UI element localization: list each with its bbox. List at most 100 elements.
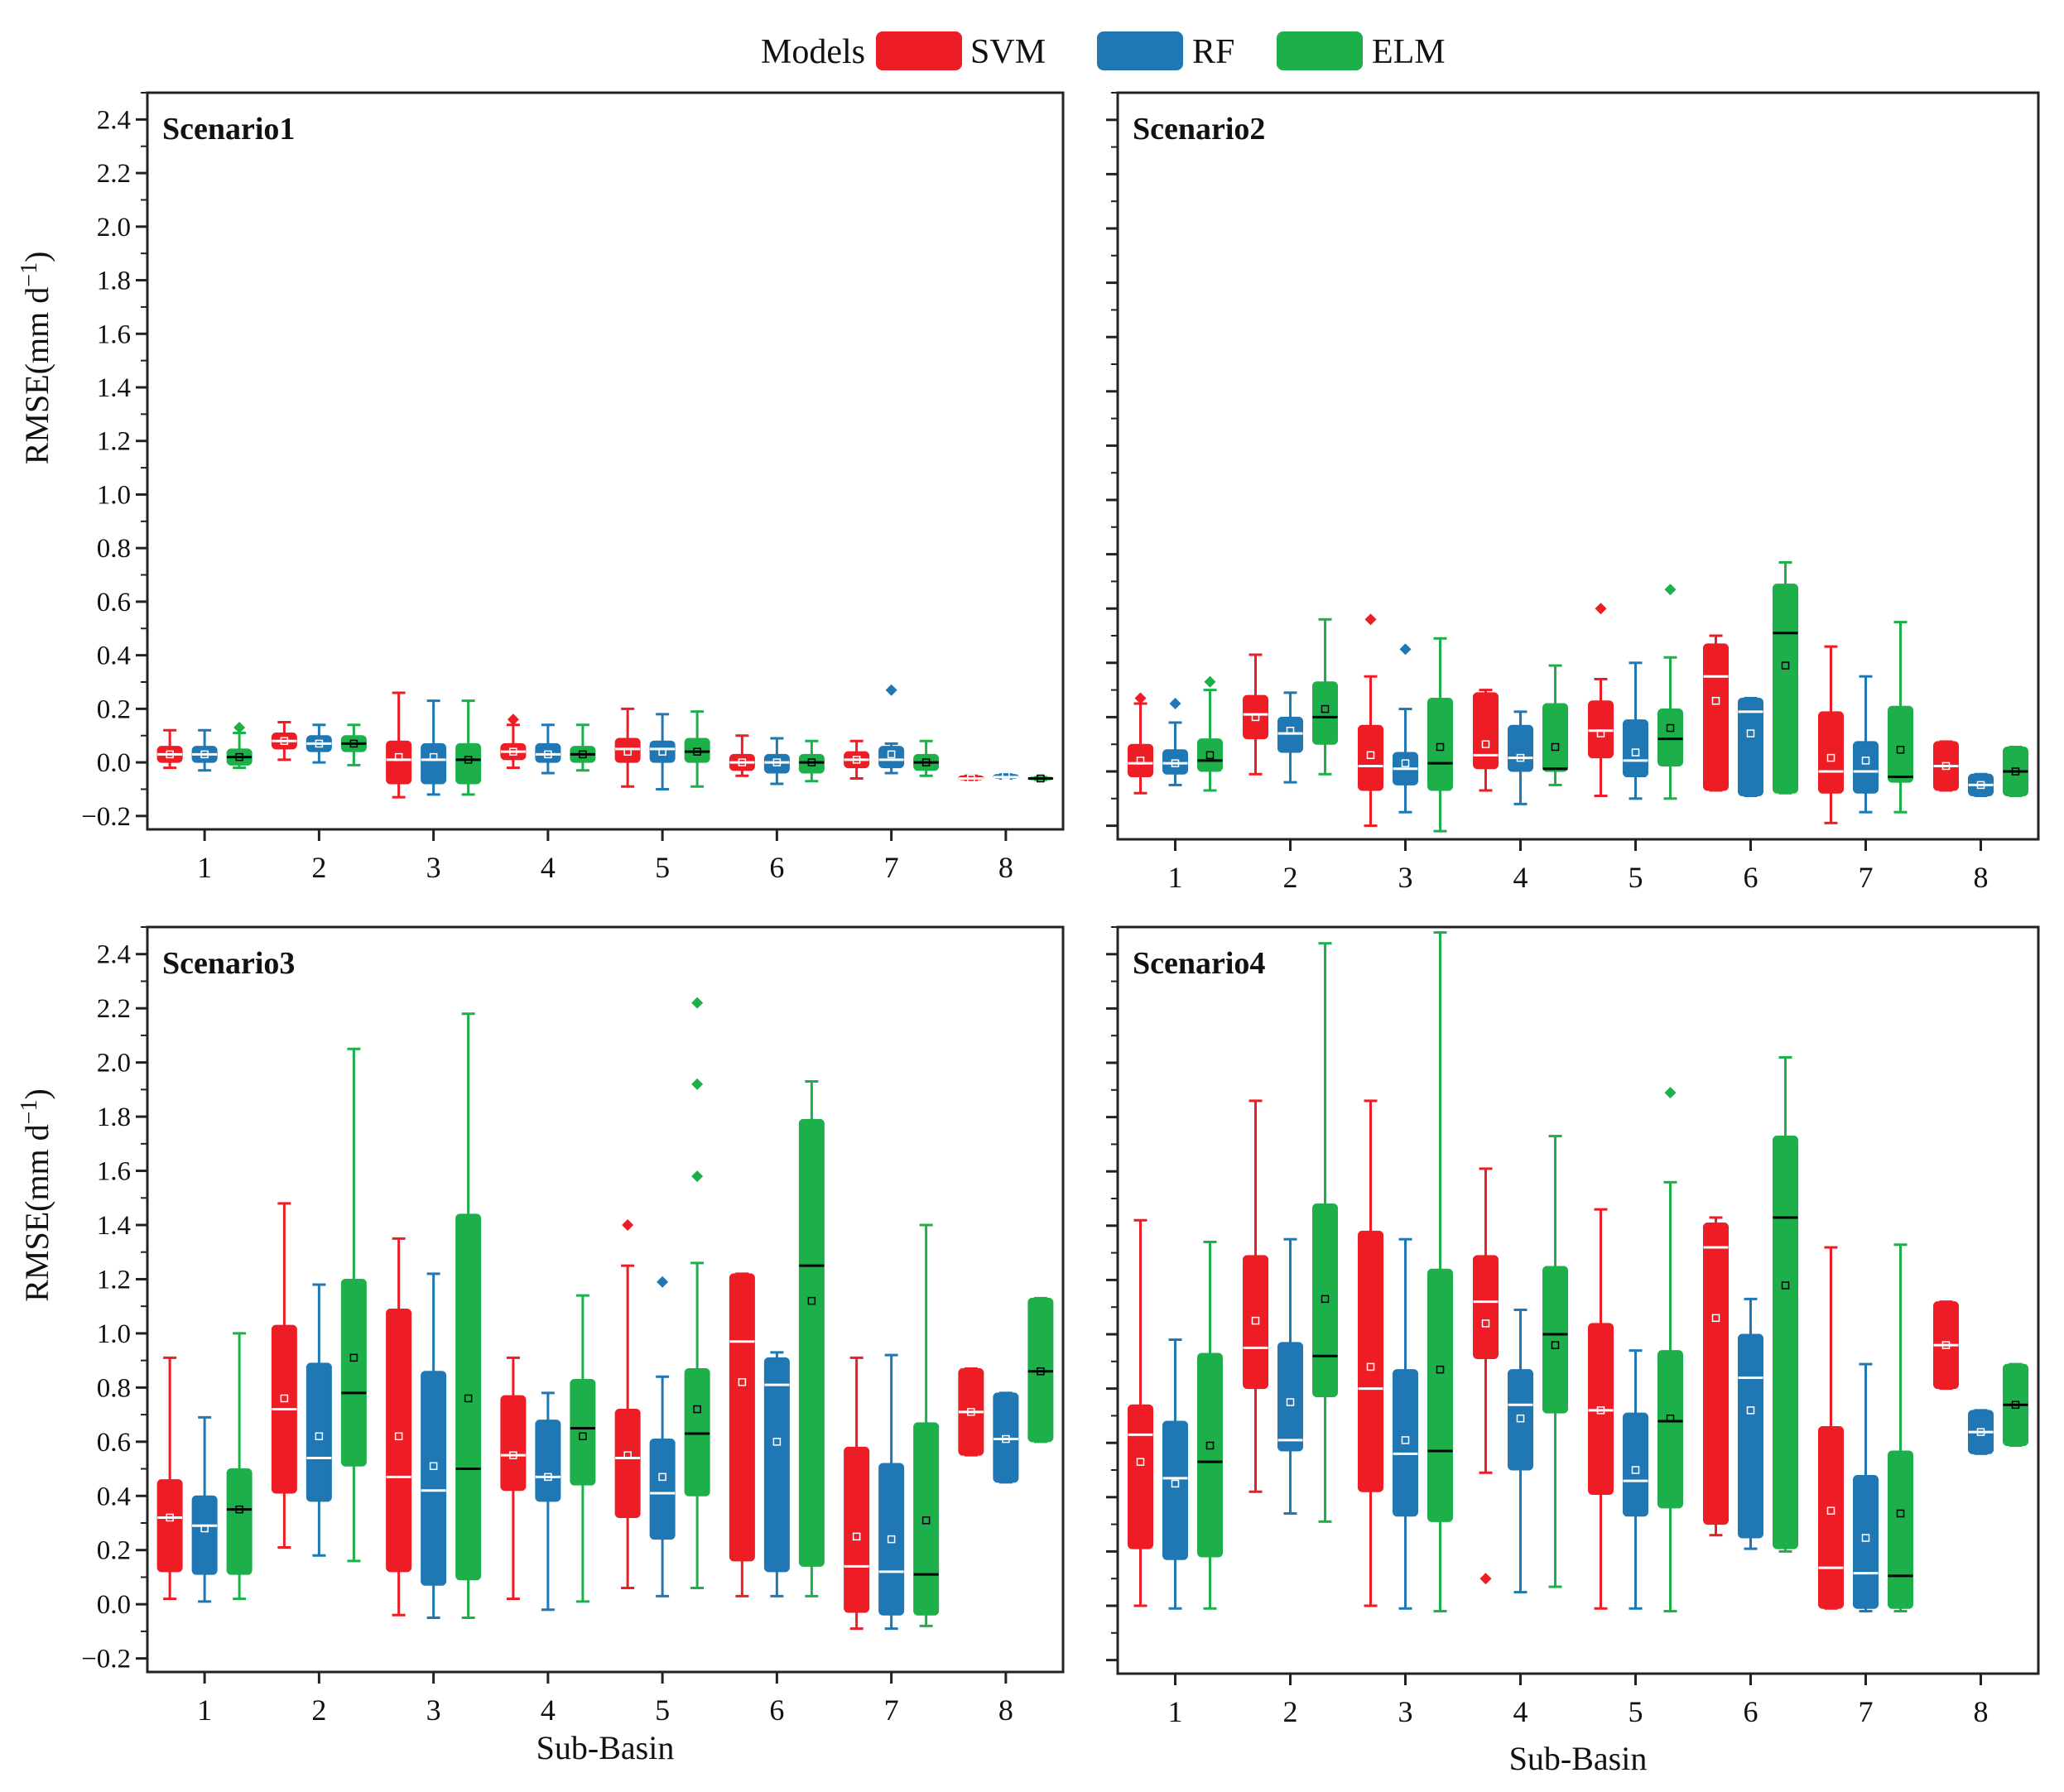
outlier-point	[1595, 603, 1607, 615]
box-body	[386, 1308, 412, 1573]
box-rf-3	[1393, 643, 1418, 814]
y-tick-label: 2.2	[97, 159, 131, 189]
box-rf-8	[1968, 1409, 1994, 1455]
mean-marker	[1551, 1341, 1560, 1349]
mean-marker	[579, 750, 587, 759]
box-body	[1853, 1475, 1879, 1609]
outlier-point	[622, 1219, 634, 1231]
box-rf-1	[1162, 1338, 1188, 1610]
outlier-point	[233, 722, 246, 734]
box-body	[649, 740, 676, 763]
mean-marker	[1481, 1319, 1490, 1328]
mean-marker	[1941, 1341, 1951, 1349]
x-tick-label: 8	[1974, 1695, 1989, 1728]
box-elm-1	[226, 1332, 253, 1601]
box-rf-4	[1508, 1308, 1533, 1594]
mean-marker	[1436, 742, 1445, 752]
box-body	[1738, 1333, 1763, 1539]
mean-marker	[967, 774, 975, 783]
mean-marker	[921, 758, 931, 766]
y-axis-label: RMSE(mm d−1)	[17, 252, 55, 465]
x-tick-label: 8	[998, 851, 1013, 884]
box-elm-4	[1542, 1135, 1568, 1588]
mean-marker	[887, 750, 896, 759]
x-tick-label: 8	[1974, 861, 1989, 894]
mean-marker	[1516, 753, 1525, 762]
box-body	[913, 1422, 940, 1616]
box-svm-7	[1818, 645, 1844, 824]
box-elm-5	[1657, 584, 1683, 800]
box-body	[1773, 1136, 1798, 1549]
box-rf-2	[1277, 691, 1303, 784]
legend-label-svm: SVM	[970, 33, 1046, 71]
x-tick-label: 4	[541, 1694, 556, 1727]
box-svm-7	[844, 739, 870, 781]
y-tick-label: −0.2	[81, 802, 131, 832]
box-elm-2	[340, 723, 367, 766]
mean-marker	[738, 758, 747, 766]
mean-marker	[852, 1532, 861, 1541]
legend-title: Models	[761, 33, 865, 71]
mean-marker	[1401, 1436, 1410, 1444]
box-rf-6	[1738, 696, 1763, 798]
box-body	[1703, 643, 1729, 791]
y-tick-label: 2.0	[97, 1049, 131, 1079]
mean-marker	[1551, 742, 1560, 752]
box-rf-7	[1853, 1362, 1879, 1613]
x-tick-label: 7	[884, 851, 899, 884]
box-body	[1243, 1255, 1268, 1390]
box-elm-8	[1027, 1296, 1054, 1444]
legend-swatch-rf	[1097, 31, 1183, 70]
box-svm-4	[1473, 689, 1499, 792]
box-body	[1703, 1223, 1729, 1525]
mean-marker	[1781, 661, 1790, 670]
mean-marker	[280, 737, 289, 745]
mean-marker	[235, 1505, 243, 1514]
plot-frame	[1116, 925, 2040, 1675]
box-body	[535, 1420, 561, 1502]
plot-frame	[146, 925, 1065, 1674]
mean-marker	[693, 747, 701, 756]
box-body	[1473, 692, 1499, 770]
box-body	[1657, 1350, 1683, 1509]
box-elm-3	[1427, 637, 1453, 833]
mean-marker	[1481, 740, 1490, 748]
y-tick-label: 1.4	[97, 373, 131, 403]
box-body	[684, 1367, 710, 1497]
mean-marker	[1321, 1295, 1330, 1304]
mean-marker	[1896, 746, 1905, 754]
mean-marker	[1861, 1534, 1870, 1542]
legend-label-rf: RF	[1192, 33, 1234, 71]
box-svm-8	[958, 1367, 984, 1457]
y-axis-label: RMSE(mm d−1)	[17, 1088, 55, 1302]
mean-marker	[1976, 781, 1985, 790]
x-tick-label: 1	[197, 1694, 212, 1727]
mean-marker	[1631, 1466, 1640, 1474]
mean-marker	[1002, 1434, 1010, 1444]
box-rf-5	[649, 713, 676, 790]
y-axis-label-main: RMSE(mm d	[18, 1124, 55, 1301]
y-tick-label: 0.8	[97, 534, 131, 564]
box-svm-1	[1128, 1218, 1153, 1607]
y-tick-label: 0.6	[97, 1428, 131, 1458]
mean-marker	[235, 752, 243, 761]
x-tick-label: 3	[1398, 861, 1413, 894]
y-tick-label: 2.4	[97, 940, 131, 970]
mean-marker	[1781, 1281, 1790, 1290]
y-tick-label: 1.6	[97, 319, 131, 349]
mean-marker	[658, 747, 666, 756]
mean-marker	[464, 1394, 473, 1403]
box-rf-5	[1623, 661, 1648, 800]
box-svm-1	[156, 1356, 183, 1601]
box-body	[684, 737, 710, 763]
box-elm-2	[1312, 942, 1338, 1523]
mean-marker	[544, 750, 552, 759]
box-rf-8	[993, 771, 1019, 781]
y-tick-label: 1.0	[97, 1319, 131, 1349]
box-svm-4	[1473, 1167, 1499, 1585]
box-svm-3	[386, 1237, 412, 1617]
box-body	[1588, 700, 1614, 759]
box-rf-1	[1162, 698, 1188, 786]
outlier-point	[1134, 692, 1147, 704]
box-body	[191, 1495, 218, 1575]
